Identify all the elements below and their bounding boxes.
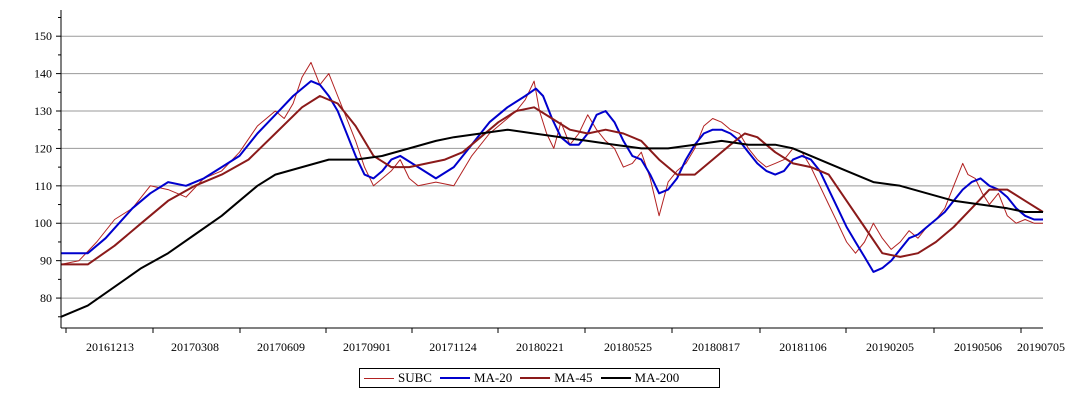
legend: SUBC MA-20 MA-45 MA-200 [359, 368, 720, 388]
legend-swatch-ma200 [600, 377, 631, 379]
x-tick-label: 20190205 [866, 340, 914, 354]
series-line-ma-20 [61, 80, 1043, 273]
y-tick-label: 80 [40, 291, 52, 305]
x-tick-label: 20180525 [604, 340, 652, 354]
legend-label-ma45: MA-45 [554, 370, 593, 385]
x-tick-label: 20170308 [171, 340, 219, 354]
legend-item-ma20: MA-20 [439, 370, 513, 386]
x-tick-label: 20181106 [779, 340, 827, 354]
gridlines [61, 35, 1043, 299]
x-tick-label: 20190705 [1017, 340, 1065, 354]
legend-label-ma200: MA-200 [634, 370, 680, 385]
legend-swatch-ma45 [520, 377, 551, 379]
series-lines [60, 61, 1044, 318]
x-tick-label: 20170901 [343, 340, 391, 354]
x-tick-label: 20170609 [257, 340, 305, 354]
legend-item-ma200: MA-200 [600, 370, 680, 386]
legend-label-subc: SUBC [398, 370, 432, 385]
axes: 80 90 100 110 120 130 140 150 20161213 20170308 20… [34, 10, 1065, 354]
series-line-subc [60, 61, 1043, 265]
legend-swatch-subc [364, 377, 394, 379]
y-tick-label: 110 [34, 179, 52, 193]
x-tick-label: 20180817 [692, 340, 740, 354]
y-tick-label: 100 [34, 216, 52, 230]
legend-swatch-ma20 [439, 377, 470, 379]
y-tick-label: 90 [40, 254, 52, 268]
y-tick-label: 120 [34, 141, 52, 155]
y-tick-label: 150 [34, 29, 52, 43]
y-tick-label: 130 [34, 104, 52, 118]
x-tick-label: 20190506 [954, 340, 1002, 354]
series-line-ma-45 [61, 95, 1044, 266]
legend-item-ma45: MA-45 [520, 370, 593, 386]
x-tick-label: 20180221 [516, 340, 564, 354]
legend-item-subc: SUBC [364, 370, 432, 386]
x-tick-label: 20171124 [429, 340, 477, 354]
y-tick-label: 140 [34, 67, 52, 81]
series-line-ma-200 [60, 128, 1043, 318]
x-tick-label: 20161213 [86, 340, 134, 354]
legend-label-ma20: MA-20 [473, 370, 513, 385]
